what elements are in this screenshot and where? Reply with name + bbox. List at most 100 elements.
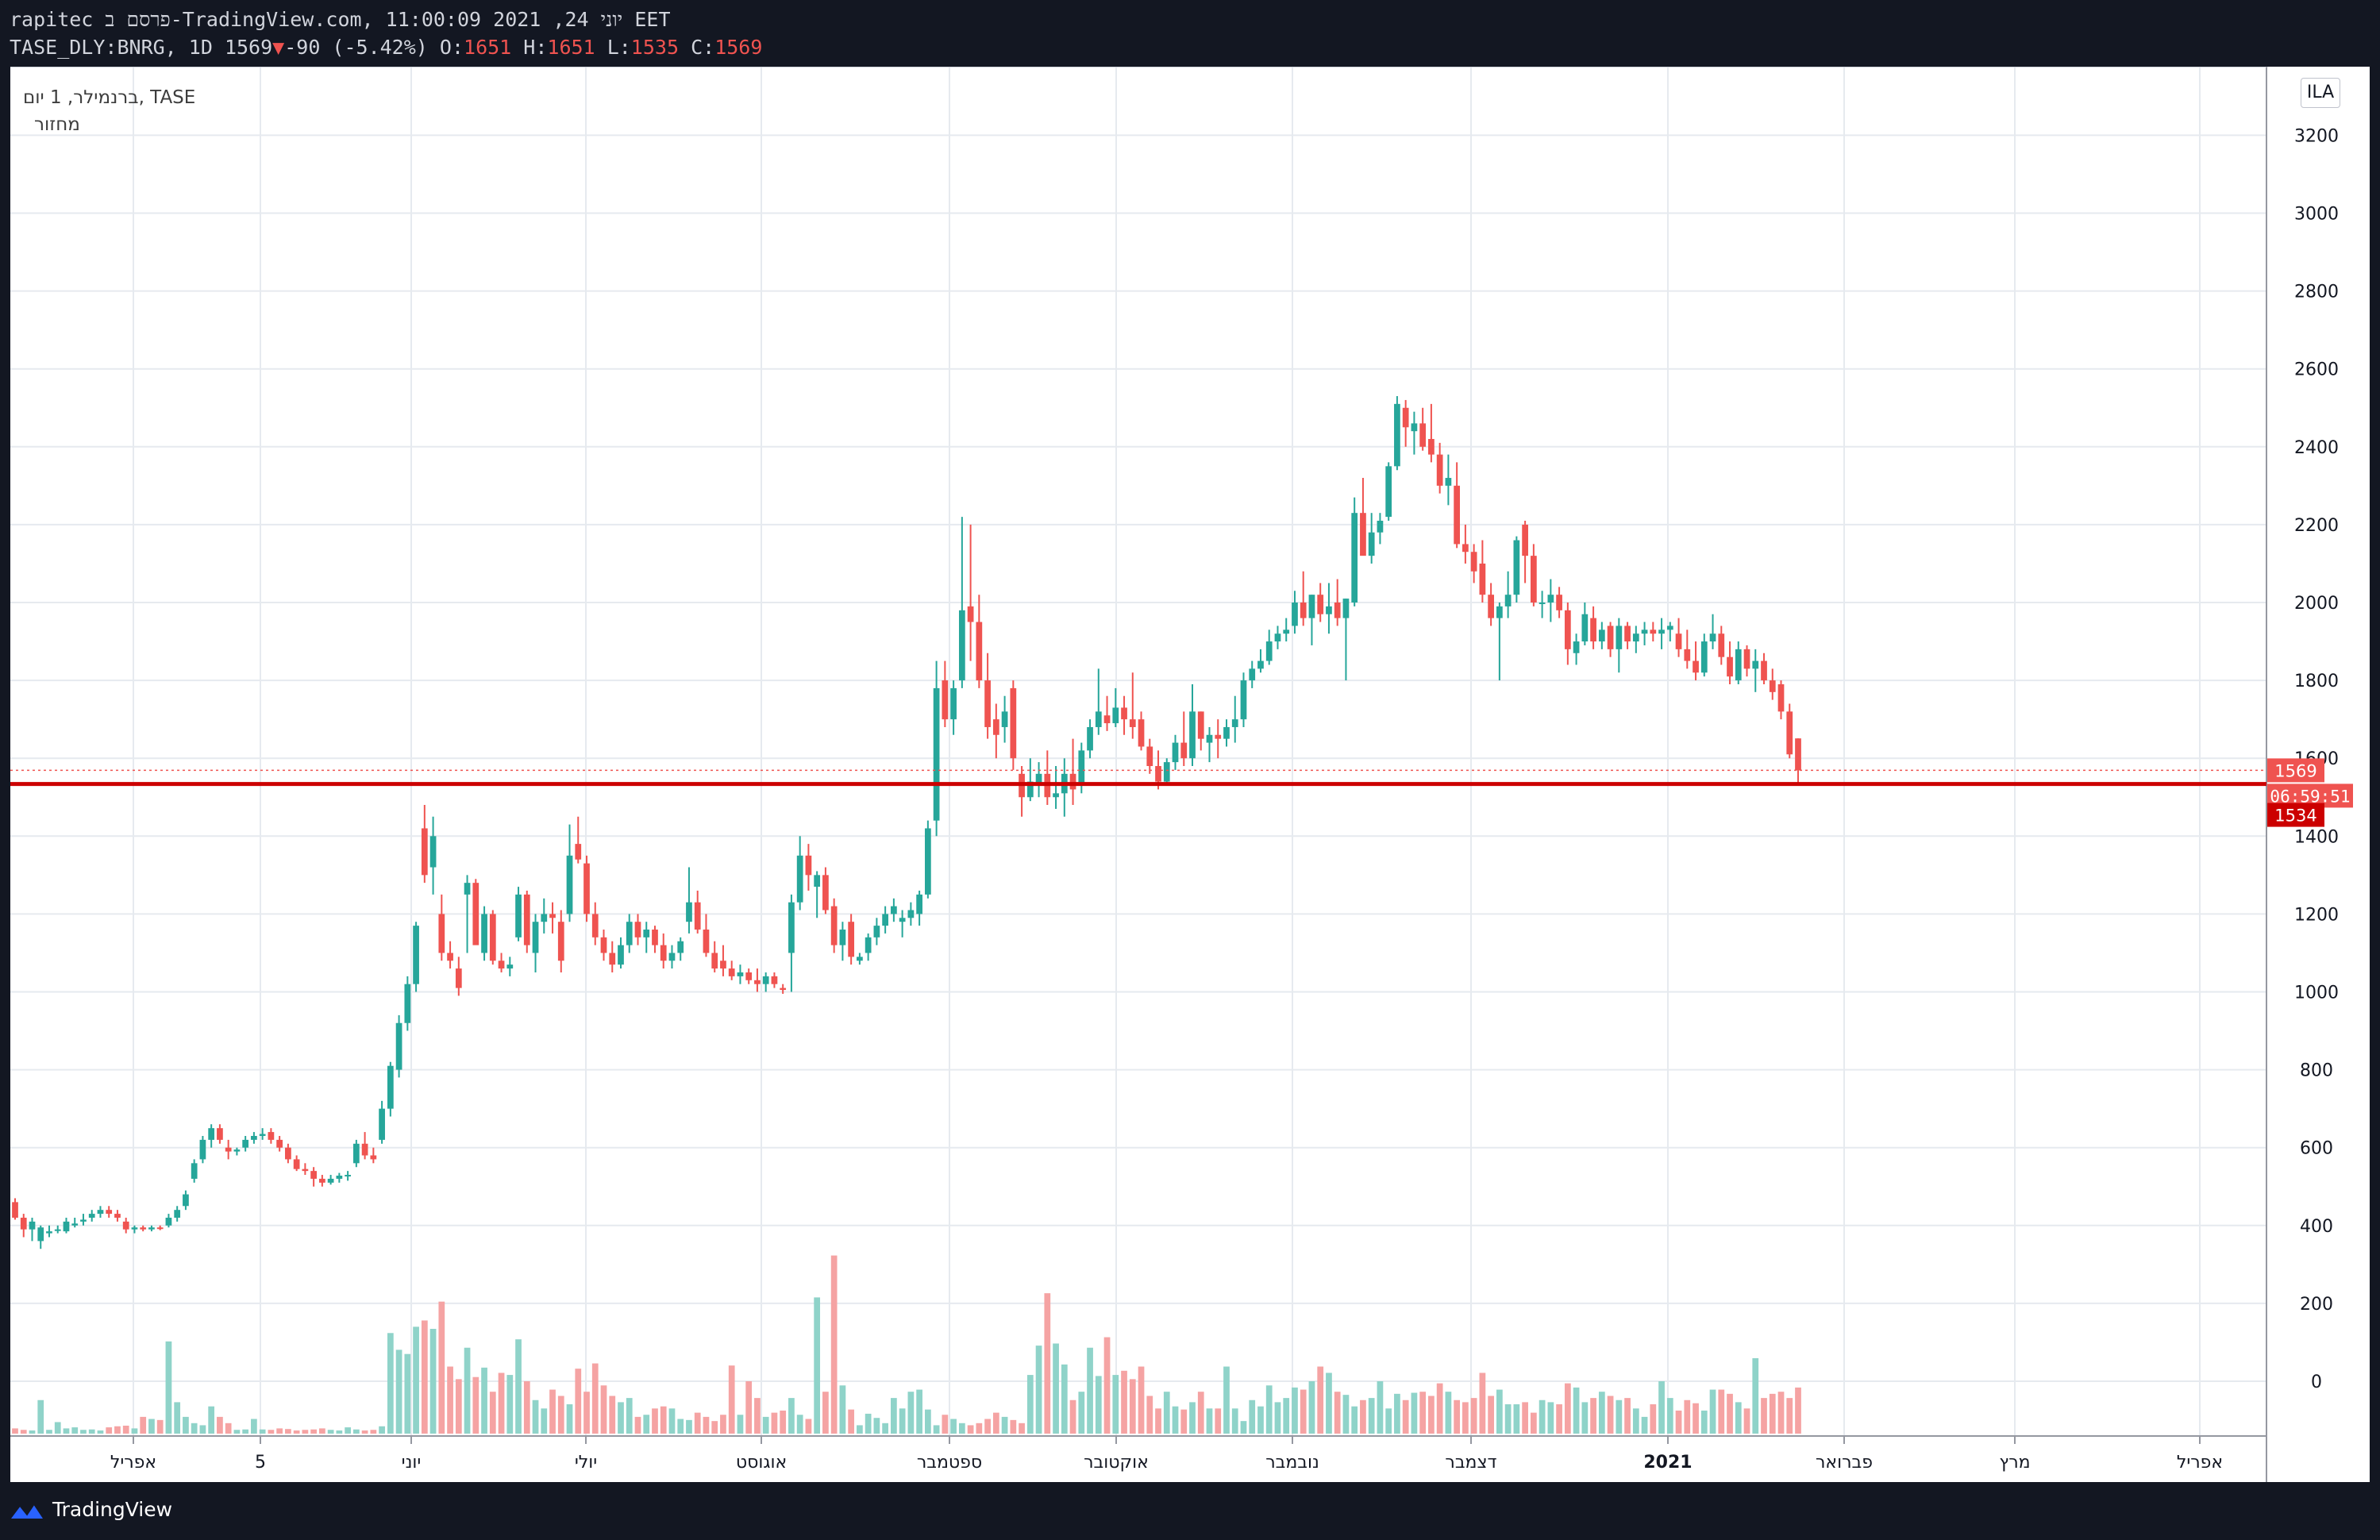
candle-body bbox=[174, 1210, 181, 1218]
x-tick-label: אוקטובר bbox=[1084, 1453, 1149, 1473]
candle-body bbox=[1172, 742, 1179, 763]
candle-body bbox=[1795, 738, 1801, 771]
candle-body bbox=[464, 883, 471, 895]
y-tick-label: 3000 bbox=[2294, 205, 2339, 225]
candle-body bbox=[728, 968, 735, 976]
candle-body bbox=[1308, 595, 1315, 618]
volume-bar bbox=[1283, 1398, 1290, 1434]
volume-bar bbox=[421, 1320, 428, 1434]
price-chart[interactable]: 0200400600800100012001400160018002000220… bbox=[10, 67, 2370, 1482]
x-tick-label: מרץ bbox=[1999, 1453, 2030, 1473]
chart-frame[interactable]: 0200400600800100012001400160018002000220… bbox=[10, 67, 2370, 1482]
y-tick-label: 2800 bbox=[2294, 283, 2339, 302]
volume-bar bbox=[703, 1416, 710, 1434]
change-value: -90 (-5.42%) bbox=[284, 36, 428, 59]
volume-bar bbox=[71, 1427, 79, 1434]
candle-body bbox=[506, 964, 514, 969]
volume-bar bbox=[839, 1385, 846, 1434]
volume-bar bbox=[865, 1413, 872, 1434]
volume-bar bbox=[46, 1430, 52, 1434]
candle-body bbox=[29, 1221, 36, 1230]
candle-body bbox=[668, 953, 676, 961]
volume-bar bbox=[293, 1430, 300, 1434]
candle-body bbox=[1641, 629, 1648, 634]
candle-body bbox=[1693, 660, 1699, 673]
candle-body bbox=[1292, 603, 1298, 626]
candle-body bbox=[1624, 626, 1631, 642]
volume-bar bbox=[933, 1425, 940, 1434]
candle-body bbox=[780, 988, 787, 991]
candle-body bbox=[1223, 726, 1230, 739]
last-price-tag bbox=[2267, 758, 2324, 783]
volume-bar bbox=[1700, 1410, 1708, 1434]
volume-bar bbox=[1573, 1387, 1580, 1434]
volume-bar bbox=[1530, 1412, 1537, 1434]
volume-bar bbox=[1155, 1408, 1161, 1434]
candle-body bbox=[46, 1231, 52, 1234]
candle-body bbox=[285, 1147, 291, 1160]
candle-body bbox=[541, 914, 548, 922]
candle-body bbox=[992, 719, 999, 735]
candle-body bbox=[1462, 544, 1469, 552]
candle-body bbox=[1163, 762, 1170, 782]
volume-bar bbox=[379, 1426, 385, 1434]
volume-bar bbox=[1394, 1393, 1400, 1434]
volume-bar bbox=[165, 1341, 172, 1434]
volume-bar bbox=[1727, 1393, 1733, 1434]
volume-bar bbox=[626, 1398, 633, 1434]
volume-bar bbox=[114, 1426, 121, 1434]
volume-bar bbox=[242, 1429, 249, 1434]
volume-bar bbox=[694, 1412, 701, 1434]
candle-body bbox=[20, 1217, 27, 1230]
volume-bar bbox=[1735, 1402, 1742, 1434]
candle-body bbox=[421, 828, 428, 876]
volume-bar bbox=[336, 1430, 343, 1434]
volume-bar bbox=[1061, 1364, 1068, 1434]
volume-bar bbox=[29, 1430, 36, 1434]
volume-bar bbox=[1598, 1392, 1605, 1434]
volume-bar bbox=[345, 1427, 351, 1434]
volume-bar bbox=[1334, 1392, 1341, 1434]
candle-body bbox=[907, 910, 915, 918]
volume-bar bbox=[352, 1429, 360, 1434]
volume-bar bbox=[1180, 1409, 1188, 1434]
candle-body bbox=[165, 1217, 172, 1226]
volume-bar bbox=[848, 1409, 855, 1434]
candle-body bbox=[1274, 633, 1281, 642]
volume-bar bbox=[1265, 1385, 1273, 1434]
volume-bar bbox=[668, 1408, 676, 1434]
candle-body bbox=[1240, 680, 1247, 720]
volume-bar bbox=[310, 1429, 317, 1434]
volume-bar bbox=[1078, 1392, 1085, 1434]
volume-bar bbox=[1206, 1408, 1213, 1434]
volume-bar bbox=[285, 1429, 291, 1434]
volume-bar bbox=[1223, 1366, 1230, 1434]
candle-body bbox=[1385, 466, 1392, 518]
candle-body bbox=[379, 1108, 385, 1140]
candle-body bbox=[609, 953, 616, 965]
volume-bar bbox=[720, 1415, 726, 1434]
volume-bar bbox=[1197, 1392, 1204, 1434]
y-tick-label: 1800 bbox=[2294, 672, 2339, 691]
volume-bar bbox=[600, 1385, 607, 1434]
candle-body bbox=[1658, 629, 1665, 634]
candle-body bbox=[404, 984, 411, 1023]
candle-body bbox=[156, 1227, 164, 1230]
volume-bar bbox=[1496, 1389, 1503, 1434]
candle-body bbox=[1675, 633, 1682, 649]
candle-body bbox=[1581, 614, 1589, 642]
candle-body bbox=[839, 930, 846, 945]
candle-body bbox=[97, 1210, 104, 1215]
volume-bar bbox=[183, 1416, 189, 1434]
volume-bar bbox=[591, 1363, 599, 1434]
candle-body bbox=[1428, 438, 1435, 455]
candle-body bbox=[131, 1227, 138, 1230]
candle-body bbox=[498, 961, 505, 969]
volume-bar bbox=[1675, 1410, 1682, 1434]
volume-bar bbox=[1103, 1337, 1111, 1434]
footer-bar: TradingView bbox=[0, 1482, 2380, 1540]
currency-button[interactable]: ILA bbox=[2301, 78, 2340, 108]
y-tick-label: 0 bbox=[2311, 1373, 2322, 1392]
volume-bar bbox=[950, 1419, 957, 1434]
volume-bar bbox=[1035, 1346, 1042, 1434]
